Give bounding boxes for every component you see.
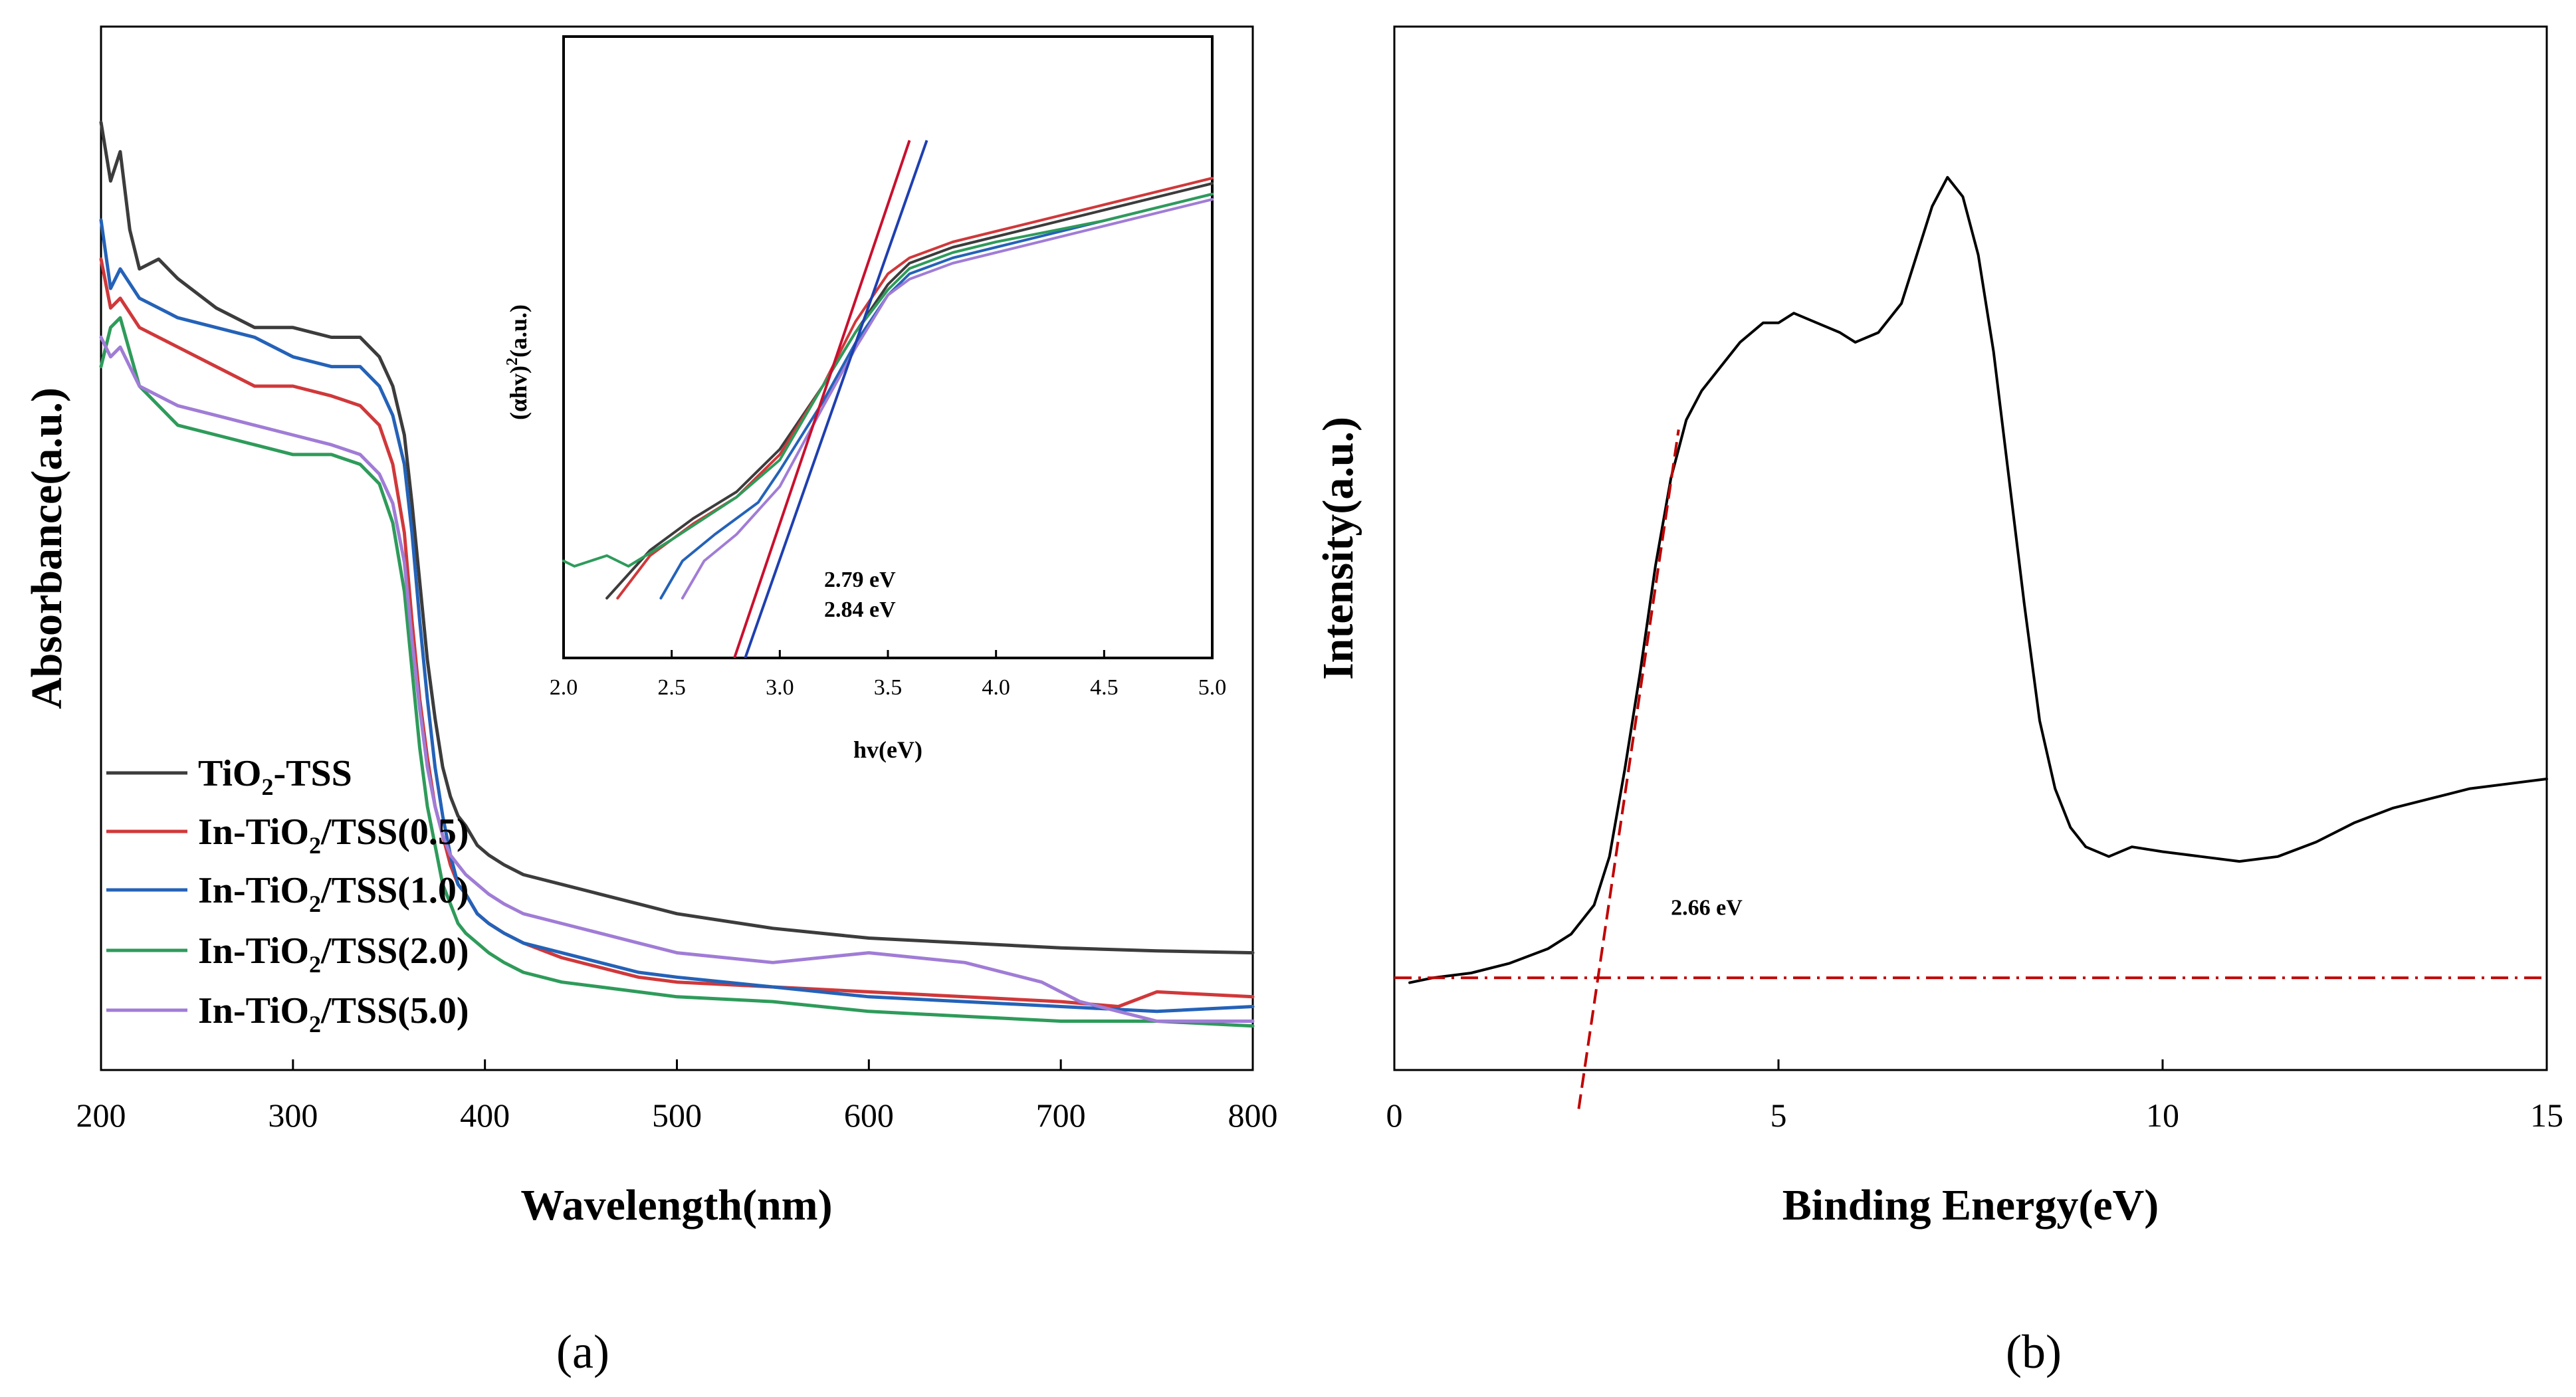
legend-entry-tio2-tss: TiO2-TSS	[106, 753, 352, 800]
panel-a-x-tick-label: 600	[844, 1097, 894, 1134]
inset-frame	[562, 35, 1214, 659]
inset-fit-2-79-ev	[733, 140, 911, 658]
panel-b-x-tick-label: 15	[2530, 1097, 2563, 1134]
series-line-in-tio2-tss-5-0	[99, 336, 1255, 1023]
inset-x-tick-label: 2.0	[550, 675, 578, 700]
inset-series-line-in-tio2-tss-5-0	[681, 198, 1214, 599]
panel-a-x-axis-title: Wavelength(nm)	[520, 1181, 832, 1230]
inset-series-line-in-tio2-tss-0-5	[616, 177, 1214, 599]
panel-b-series	[1394, 175, 2548, 1109]
panel-a-series	[99, 120, 1255, 1028]
legend-entry-in-tio2-tss-5-0: In-TiO2/TSS(5.0)	[106, 990, 469, 1037]
panel-a-legend: TiO2-TSS In-TiO2/TSS(0.5) In-TiO2/TSS(1.…	[106, 753, 469, 1037]
legend-entry-in-tio2-tss-1-0: In-TiO2/TSS(1.0)	[106, 870, 469, 917]
inset-x-tick-label: 4.0	[982, 675, 1010, 700]
series-line-vb-xps	[1408, 175, 2548, 984]
panel-a-x-tick-label: 300	[268, 1097, 318, 1134]
panel-b-x-tick-label: 10	[2146, 1097, 2179, 1134]
panel-a-x-tick-label: 800	[1228, 1097, 1278, 1134]
panel-b-annotation-2-66-ev: 2.66 eV	[1671, 895, 1743, 920]
panel-a-x-tick-label: 500	[652, 1097, 702, 1134]
legend-entry-in-tio2-tss-0-5: In-TiO2/TSS(0.5)	[106, 811, 469, 859]
edge-tangent-fit-line	[1577, 429, 1680, 1109]
panel-a-inset-chart: 2.0 2.5 3.0 3.5 4.0 4.5 5.0 2.79 eV 2.84 eV hv…	[504, 35, 1227, 763]
inset-x-ticks: 2.0 2.5 3.0 3.5 4.0 4.5 5.0	[550, 650, 1227, 700]
panel-b-x-axis-title: Binding Energy(eV)	[1782, 1181, 2159, 1230]
inset-y-axis-title: (αhv)2(a.u.)	[504, 304, 532, 420]
legend-label-in-tio2-tss-0-5: In-TiO2/TSS(0.5)	[198, 811, 469, 859]
series-line-in-tio2-tss-1-0	[99, 218, 1255, 1014]
legend-label-in-tio2-tss-5-0: In-TiO2/TSS(5.0)	[198, 990, 469, 1037]
panel-b-label: (b)	[2006, 1325, 2062, 1378]
inset-x-tick-label: 5.0	[1198, 675, 1227, 700]
inset-x-axis-title: hv(eV)	[853, 736, 922, 763]
panel-a-x-tick-label: 200	[76, 1097, 126, 1134]
series-line-in-tio2-tss-2-0	[99, 316, 1255, 1028]
inset-series-line-in-tio2-tss-2-0	[562, 193, 1214, 568]
legend-label-in-tio2-tss-2-0: In-TiO2/TSS(2.0)	[198, 930, 469, 978]
inset-x-tick-label: 3.5	[874, 675, 903, 700]
inset-series	[562, 140, 1214, 658]
inset-x-tick-label: 4.5	[1090, 675, 1119, 700]
inset-annotation-2-84-ev: 2.84 eV	[824, 597, 896, 622]
panel-b-x-tick-label: 0	[1386, 1097, 1403, 1134]
panel-a-x-tick-label: 400	[460, 1097, 510, 1134]
inset-fit-2-84-ev	[744, 140, 928, 658]
legend-entry-in-tio2-tss-2-0: In-TiO2/TSS(2.0)	[106, 930, 469, 978]
series-line-tio2-tss	[99, 120, 1255, 955]
panel-a-label: (a)	[556, 1325, 609, 1378]
inset-x-tick-label: 3.0	[766, 675, 794, 700]
panel-b-x-ticks: 0 5 10 15	[1386, 1059, 2563, 1134]
legend-label-tio2-tss: TiO2-TSS	[198, 753, 352, 800]
panel-a-x-ticks: 200 300 400 500 600 700 800	[76, 1059, 1278, 1134]
panel-a-chart: 200 300 400 500 600 700 800 Wavelength(nm) Abs…	[23, 25, 1278, 1230]
panel-b-frame	[1393, 25, 2548, 1071]
panel-b-chart: 0 5 10 15 2.66 eV Binding Energy(eV) Intens…	[1314, 25, 2563, 1230]
panel-a-y-axis-title: Absorbance(a.u.)	[23, 387, 71, 709]
inset-fit-lines	[733, 140, 928, 658]
legend-label-in-tio2-tss-1-0: In-TiO2/TSS(1.0)	[198, 870, 469, 917]
inset-annotation-2-79-ev: 2.79 eV	[824, 568, 896, 592]
panel-b-y-axis-title: Intensity(a.u.)	[1314, 417, 1362, 680]
inset-x-tick-label: 2.5	[657, 675, 686, 700]
panel-a-x-tick-label: 700	[1036, 1097, 1086, 1134]
panel-b-x-tick-label: 5	[1771, 1097, 1787, 1134]
